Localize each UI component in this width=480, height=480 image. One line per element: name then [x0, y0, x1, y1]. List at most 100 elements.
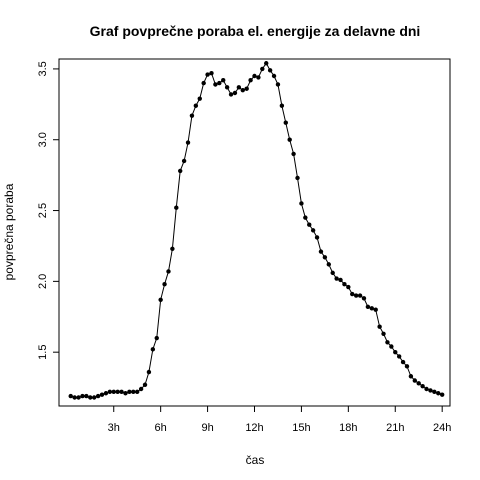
data-point [408, 374, 414, 379]
data-point [314, 235, 320, 240]
data-point [365, 304, 371, 310]
data-point [84, 393, 89, 399]
x-tick-label: 6h [155, 422, 167, 434]
data-point [256, 75, 261, 80]
data-point [396, 354, 402, 359]
data-point [310, 228, 316, 233]
data-point [346, 284, 351, 290]
data-point [193, 103, 199, 108]
y-axis: 1.5 2.0 2.5 3.0 3.5 [37, 61, 59, 360]
data-point [307, 222, 312, 227]
data-point [412, 378, 418, 383]
data-point [162, 282, 167, 287]
data-point [295, 175, 300, 181]
x-tick-label: 12h [245, 422, 263, 434]
data-point [283, 120, 288, 125]
data-point [275, 82, 281, 87]
data-point [303, 215, 308, 220]
data-point [95, 393, 101, 399]
data-point [436, 391, 441, 396]
data-point [357, 293, 363, 298]
data-point [260, 66, 265, 72]
data-point [103, 391, 109, 396]
y-tick-label: 3.0 [37, 132, 49, 147]
x-tick-label: 3h [108, 422, 120, 434]
data-point [353, 293, 359, 298]
data-point [377, 324, 382, 329]
series-line [70, 62, 443, 398]
x-tick-label: 24h [433, 422, 451, 434]
x-tick-label: 21h [386, 422, 404, 434]
data-point [111, 389, 116, 395]
data-point [389, 344, 394, 349]
data-point [154, 335, 159, 341]
y-tick-label: 2.5 [37, 203, 49, 218]
data-point [178, 168, 183, 174]
data-point [146, 369, 152, 375]
data-point [166, 269, 171, 274]
data-point [150, 347, 156, 352]
data-point [334, 276, 339, 281]
data-point [393, 349, 398, 355]
data-point [424, 386, 429, 392]
y-tick-label: 1.5 [37, 345, 49, 360]
data-point [189, 113, 195, 118]
data-point [291, 151, 296, 157]
data-point [88, 395, 93, 400]
data-point [158, 297, 163, 302]
data-point [127, 389, 132, 395]
x-tick-label: 18h [339, 422, 357, 434]
data-point [123, 391, 128, 396]
data-point [217, 80, 222, 86]
data-point [209, 70, 214, 76]
data-point [201, 80, 206, 86]
data-point [232, 90, 238, 96]
data-point [142, 382, 148, 387]
x-tick-label: 9h [201, 422, 213, 434]
data-point [72, 395, 77, 400]
data-point [115, 389, 120, 395]
data-point [185, 140, 191, 145]
data-point [279, 103, 285, 108]
data-point [205, 72, 210, 77]
data-point [416, 381, 421, 386]
data-point [170, 246, 175, 251]
data-point [197, 96, 202, 101]
y-tick-label: 3.5 [37, 61, 49, 76]
data-point [240, 87, 245, 93]
data-point [244, 86, 249, 91]
data-point [428, 388, 433, 393]
data-point [131, 389, 136, 395]
data-point [271, 73, 277, 79]
data-point [228, 92, 234, 97]
data-point [76, 395, 81, 400]
x-tick-label: 15h [292, 422, 310, 434]
x-axis: 3h 6h 9h 12h 15h 18h 21h 24h [108, 406, 451, 434]
data-point [318, 249, 324, 254]
y-axis-label: povprečna poraba [2, 183, 16, 280]
data-point [91, 395, 97, 400]
data-point [404, 364, 410, 369]
data-point [236, 85, 242, 90]
x-axis-label: čas [246, 453, 265, 467]
data-point [224, 85, 230, 90]
data-point [420, 383, 425, 389]
data-point [385, 340, 390, 345]
data-point [252, 73, 257, 79]
series-layer [68, 61, 445, 400]
plot-box [58, 58, 451, 407]
data-point [248, 78, 253, 83]
data-point [322, 255, 328, 260]
data-point [138, 386, 144, 392]
data-point [80, 393, 85, 399]
data-point [369, 306, 374, 311]
data-point [221, 78, 226, 83]
data-point [174, 205, 179, 210]
data-point [326, 262, 331, 267]
data-point [107, 389, 113, 395]
y-tick-label: 2.0 [37, 274, 49, 289]
data-point [373, 307, 378, 312]
data-point [400, 359, 406, 365]
data-point [119, 389, 124, 395]
data-point [299, 201, 304, 206]
